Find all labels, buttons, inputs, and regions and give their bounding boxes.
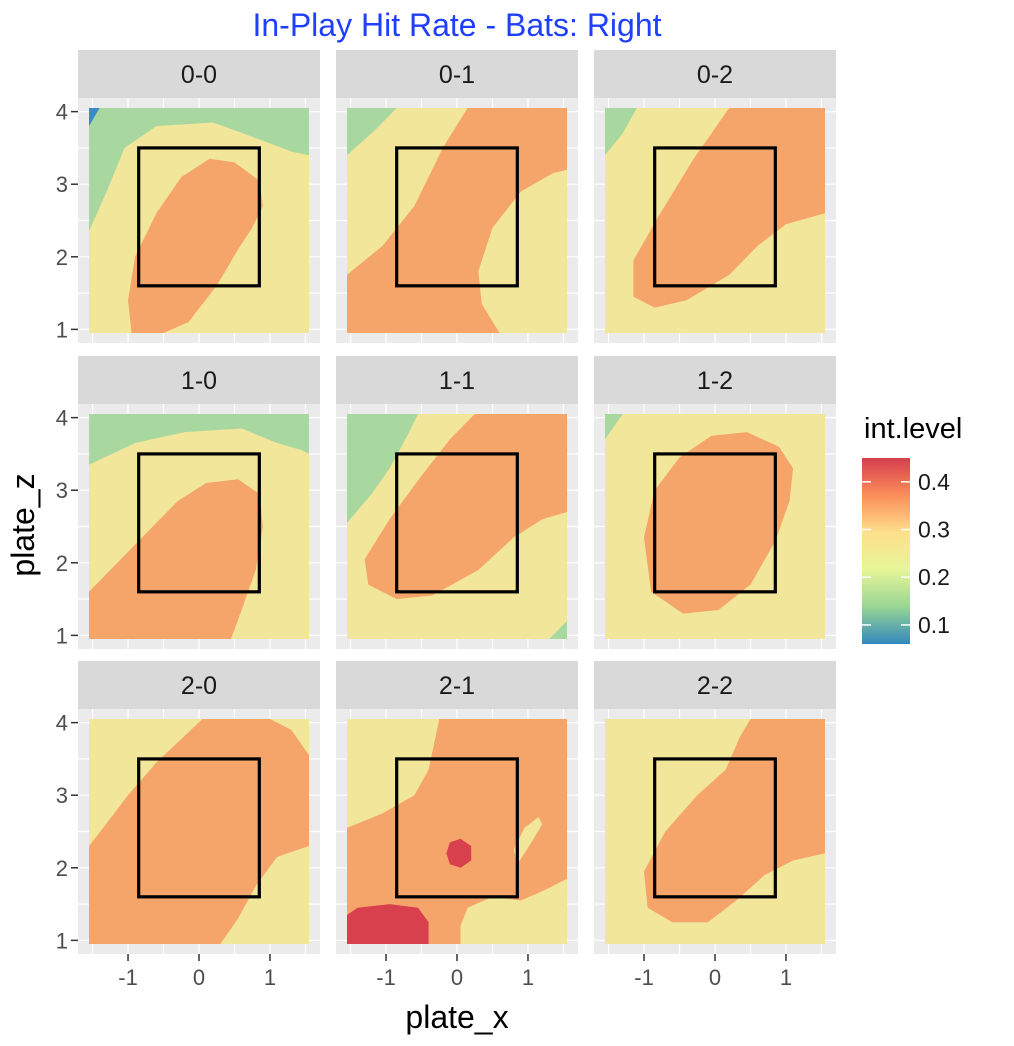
facet-strip-label: 1-1 <box>439 367 475 395</box>
legend-title: int.level <box>864 413 962 445</box>
legend-colorbar <box>862 458 910 644</box>
facet-strip-label: 2-0 <box>181 672 217 700</box>
contour-region <box>633 108 825 308</box>
facet-strip-label: 1-0 <box>181 367 217 395</box>
facet-strip-label: 0-1 <box>439 61 475 89</box>
legend: int.level 0.1 0.2 0.3 0.4 <box>862 413 962 644</box>
legend-tick-label: 0.2 <box>918 564 950 590</box>
contour-region <box>513 817 543 865</box>
facet-panel: 1-0 1 2 3 4 <box>56 356 320 649</box>
x-tick-label: 0 <box>193 965 205 990</box>
x-tick-label: 1 <box>522 965 534 990</box>
strike-zone <box>653 146 777 288</box>
y-tick-label: 3 <box>56 783 68 808</box>
y-tick-label: 2 <box>56 245 68 270</box>
facet-panel: 0-1 <box>336 50 578 343</box>
strike-zone <box>653 757 777 899</box>
strike-zone <box>137 757 261 899</box>
x-tick-label: -1 <box>118 965 138 990</box>
contour-region <box>347 904 429 944</box>
y-tick-label: 1 <box>56 928 68 953</box>
x-tick-label: 0 <box>709 965 721 990</box>
contour-region <box>128 158 263 333</box>
contour-region <box>347 414 418 523</box>
contour-region <box>89 719 309 944</box>
contour-region <box>644 432 794 614</box>
legend-tick-label: 0.1 <box>918 612 950 638</box>
contour-region <box>89 108 309 232</box>
strike-zone <box>137 452 261 594</box>
strike-zone <box>395 146 519 288</box>
contour-region <box>347 108 567 333</box>
y-tick-label: 4 <box>56 711 68 736</box>
contour-region <box>89 108 100 127</box>
contour-region <box>605 108 637 156</box>
legend-ticks: 0.1 0.2 0.3 0.4 <box>862 469 950 638</box>
contour-region <box>446 838 472 868</box>
facet-strip-label: 2-1 <box>439 672 475 700</box>
y-tick-label: 3 <box>56 478 68 503</box>
facet-panel: 2-1 -1 0 1 <box>336 661 578 990</box>
y-axis-title: plate_z <box>5 473 41 576</box>
y-tick-label: 3 <box>56 172 68 197</box>
y-tick-label: 1 <box>56 623 68 648</box>
contour-region <box>89 414 309 465</box>
facet-strip-label: 2-2 <box>697 672 733 700</box>
strike-zone <box>137 146 261 288</box>
facet-strip <box>78 356 320 404</box>
facet-panel: 2-2 -1 0 1 <box>594 661 836 990</box>
y-tick-label: 4 <box>56 406 68 431</box>
facet-panel: 2-0 1 2 3 4 -1 0 1 <box>56 661 320 990</box>
x-tick-label: -1 <box>634 965 654 990</box>
x-tick-label: 1 <box>264 965 276 990</box>
x-tick-label: 1 <box>780 965 792 990</box>
facet-strip <box>336 356 578 404</box>
contour-region <box>644 719 825 923</box>
contour-region <box>460 878 567 944</box>
strike-zone <box>395 452 519 594</box>
y-tick-label: 2 <box>56 551 68 576</box>
strike-zone <box>653 452 777 594</box>
contour-region <box>89 479 263 639</box>
facet-strip <box>336 661 578 709</box>
facet-strip <box>594 661 836 709</box>
facet-panel: 1-1 <box>336 356 578 649</box>
strike-zone <box>395 757 519 899</box>
x-tick-label: -1 <box>376 965 396 990</box>
facet-strip-label: 0-2 <box>697 61 733 89</box>
y-tick-label: 2 <box>56 856 68 881</box>
facet-strip <box>78 661 320 709</box>
x-tick-label: 0 <box>451 965 463 990</box>
legend-tick-label: 0.3 <box>918 517 950 543</box>
y-tick-label: 4 <box>56 100 68 125</box>
facet-strip <box>336 50 578 98</box>
facet-strip <box>78 50 320 98</box>
x-axis-title: plate_x <box>405 999 508 1035</box>
contour-region <box>605 414 623 440</box>
facet-panel: 0-2 <box>594 50 836 343</box>
contour-region <box>549 620 567 639</box>
facet-panel: 1-2 <box>594 356 836 649</box>
facet-strip <box>594 356 836 404</box>
facet-strip-label: 1-2 <box>697 367 733 395</box>
legend-tick-label: 0.4 <box>918 469 950 495</box>
facet-panel: 0-0 1 2 3 4 <box>56 50 320 343</box>
facet-strip <box>594 50 836 98</box>
contour-region <box>347 719 440 828</box>
contour-region <box>347 108 397 156</box>
chart-title: In-Play Hit Rate - Bats: Right <box>252 7 661 43</box>
y-tick-label: 1 <box>56 317 68 342</box>
facet-strip-label: 0-0 <box>181 61 217 89</box>
